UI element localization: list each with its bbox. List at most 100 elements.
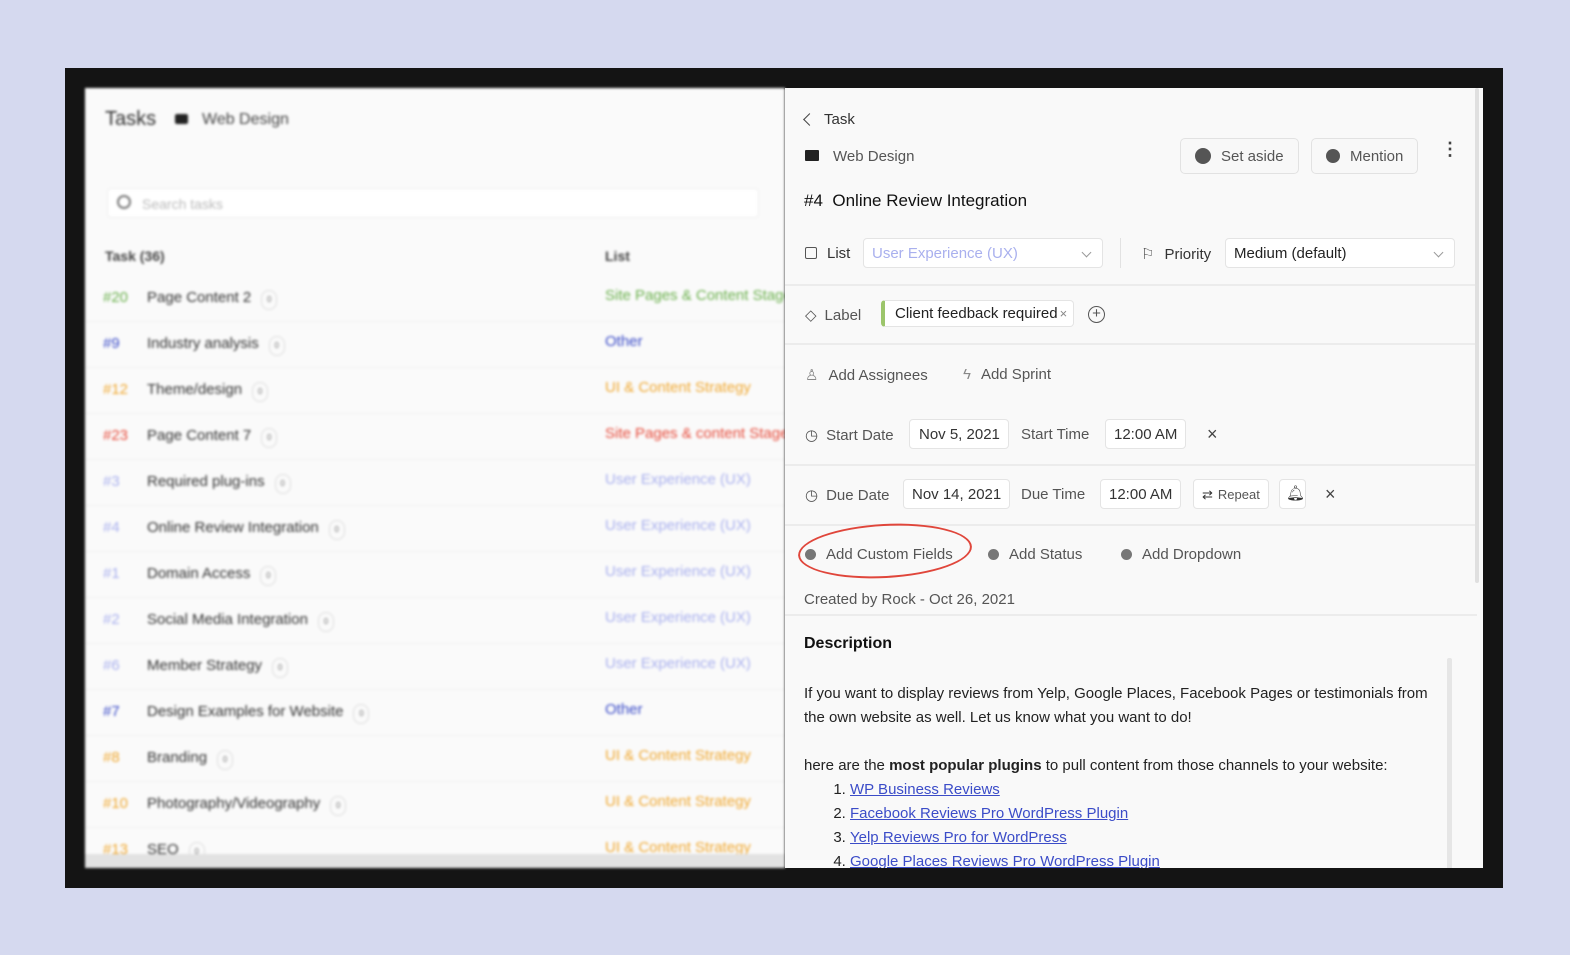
table-row[interactable]: #23 Page Content 7 0 Site Pages & content S… (85, 414, 785, 460)
plugin-list-item: Facebook Reviews Pro WordPress Plugin (850, 802, 1444, 826)
plugin-list: WP Business Reviews Facebook Reviews Pro … (804, 778, 1444, 868)
inbox-icon (805, 247, 817, 259)
start-date-label: ◷ Start Date (805, 427, 894, 444)
clock-icon: ◷ (805, 487, 819, 504)
start-time-label: Start Time (1021, 426, 1090, 443)
table-row[interactable]: #13 SEO 0 UI & Content Strategy (85, 828, 785, 868)
label-field-label: ◇ Label (805, 307, 862, 324)
task-number: #20 (103, 289, 129, 306)
tag-icon: ◇ (805, 307, 817, 324)
description-body[interactable]: If you want to display reviews from Yelp… (804, 682, 1444, 868)
task-name: Social Media Integration 0 (147, 611, 334, 632)
label-tag[interactable]: Client feedback required × (881, 300, 1075, 327)
comment-count-badge: 0 (261, 428, 278, 448)
due-time-input[interactable]: 12:00 AM (1100, 479, 1182, 509)
priority-dropdown[interactable]: Medium (default) (1225, 238, 1455, 268)
task-number: #9 (103, 335, 120, 352)
plugin-list-item: Yelp Reviews Pro for WordPress (850, 826, 1444, 850)
add-label-icon[interactable]: + (1088, 306, 1105, 323)
comment-count-badge: 0 (217, 750, 234, 770)
task-list-name: User Experience (UX) (605, 471, 751, 488)
mention-button[interactable]: Mention (1311, 138, 1419, 174)
table-row[interactable]: #8 Branding 0 UI & Content Strategy (85, 736, 785, 782)
comment-count-badge: 0 (330, 796, 347, 816)
back-button[interactable]: Task (803, 111, 855, 128)
task-number: #23 (103, 427, 129, 444)
task-name: Photography/Videography 0 (147, 795, 347, 816)
project-link[interactable]: Web Design (805, 148, 914, 165)
clock-icon (1195, 148, 1211, 164)
task-list-panel: Tasks Web Design Search tasks Task (36) … (85, 88, 785, 868)
table-row[interactable]: #20 Page Content 2 0 Site Pages & Content S… (85, 276, 785, 322)
task-detail-panel: Task Web Design Set aside Mention ⋮ #4 O… (785, 88, 1483, 868)
search-input[interactable]: Search tasks (107, 188, 759, 218)
plugin-link[interactable]: Yelp Reviews Pro for WordPress (850, 829, 1067, 846)
more-options-icon[interactable]: ⋮ (1441, 139, 1459, 159)
list-dropdown[interactable]: User Experience (UX) (863, 238, 1103, 268)
table-row[interactable]: #4 Online Review Integration 0 User Experie… (85, 506, 785, 552)
description-scrollbar[interactable] (1447, 658, 1452, 868)
search-icon (117, 195, 131, 209)
chevron-left-icon (803, 113, 816, 126)
flag-icon: ⚐ (1141, 246, 1155, 263)
add-dropdown-button[interactable]: Add Dropdown (1121, 546, 1241, 563)
table-row[interactable]: #10 Photography/Videography 0 UI & Content … (85, 782, 785, 828)
set-aside-button[interactable]: Set aside (1180, 138, 1299, 174)
plugin-link[interactable]: Google Places Reviews Pro WordPress Plug… (850, 853, 1160, 868)
horizontal-scrollbar[interactable] (85, 854, 785, 868)
repeat-button[interactable]: ⇄ Repeat (1193, 479, 1269, 509)
table-row[interactable]: #3 Required plug-ins 0 User Experience (UX) (85, 460, 785, 506)
task-name: Required plug-ins 0 (147, 473, 291, 494)
task-list-name: UI & Content Strategy (605, 379, 751, 396)
plugin-link[interactable]: Facebook Reviews Pro WordPress Plugin (850, 805, 1129, 822)
due-date-input[interactable]: Nov 14, 2021 (903, 479, 1011, 509)
plus-circle-icon (805, 549, 816, 560)
divider (785, 343, 1477, 345)
add-assignees-button[interactable]: ♙ Add Assignees (805, 367, 928, 384)
table-row[interactable]: #6 Member Strategy 0 User Experience (UX) (85, 644, 785, 690)
reminder-bell-button[interactable]: 🔔︎ (1279, 479, 1306, 509)
clear-start-date-icon[interactable]: × (1207, 424, 1218, 444)
clock-icon: ◷ (805, 427, 819, 444)
column-header-task[interactable]: Task (36) (105, 248, 165, 264)
divider (1120, 238, 1121, 268)
task-list-name: Other (605, 333, 643, 350)
plus-circle-icon (1121, 549, 1132, 560)
table-row[interactable]: #2 Social Media Integration 0 User Experien… (85, 598, 785, 644)
start-date-input[interactable]: Nov 5, 2021 (909, 419, 1009, 449)
task-list-name: Site Pages & Content Stage (605, 287, 785, 304)
task-number: #1 (103, 565, 120, 582)
user-icon: ♙ (805, 367, 819, 384)
task-number: #7 (103, 703, 120, 720)
comment-count-badge: 0 (272, 658, 289, 678)
plugin-link[interactable]: WP Business Reviews (850, 781, 1000, 798)
task-list-name: UI & Content Strategy (605, 747, 751, 764)
comment-count-badge: 0 (252, 382, 269, 402)
table-row[interactable]: #1 Domain Access 0 User Experience (UX) (85, 552, 785, 598)
remove-label-icon[interactable]: × (1059, 306, 1068, 321)
add-status-button[interactable]: Add Status (988, 546, 1082, 563)
list-field-label: List (805, 245, 850, 262)
description-title: Description (804, 635, 893, 652)
add-sprint-button[interactable]: ϟ Add Sprint (963, 366, 1051, 383)
add-custom-fields-button[interactable]: Add Custom Fields (805, 546, 953, 563)
comment-count-badge: 0 (353, 704, 370, 724)
table-row[interactable]: #9 Industry analysis 0 Other (85, 322, 785, 368)
task-name: SEO 0 (147, 841, 205, 862)
table-row[interactable]: #7 Design Examples for Website 0 Other (85, 690, 785, 736)
divider (785, 464, 1477, 466)
repeat-icon: ⇄ (1202, 487, 1213, 502)
start-time-input[interactable]: 12:00 AM (1105, 419, 1187, 449)
column-header-list[interactable]: List (605, 248, 630, 264)
task-number: #13 (103, 841, 129, 858)
table-row[interactable]: #12 Theme/design 0 UI & Content Strategy (85, 368, 785, 414)
clear-due-date-icon[interactable]: × (1325, 484, 1336, 504)
task-title[interactable]: #4 Online Review Integration (804, 191, 1028, 210)
comment-count-badge: 0 (268, 336, 285, 356)
comment-count-badge: 0 (261, 290, 278, 310)
chevron-down-icon (1433, 247, 1444, 258)
panel-scrollbar[interactable] (1475, 88, 1479, 583)
task-name: Design Examples for Website 0 (147, 703, 370, 724)
